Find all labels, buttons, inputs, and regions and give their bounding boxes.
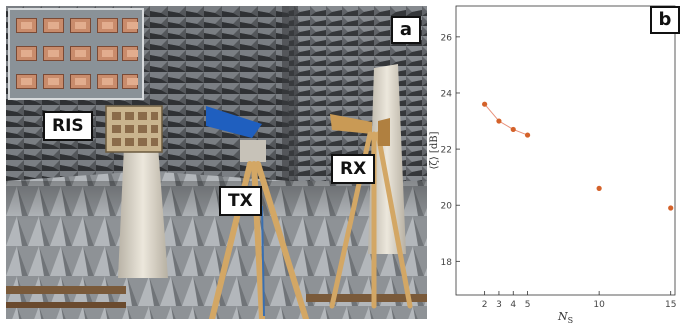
anechoic-chamber-photo (6, 6, 427, 319)
data-points (482, 101, 674, 211)
data-point (510, 126, 516, 133)
y-tick-label: 20 (441, 202, 453, 212)
x-tick-label: 2 (482, 300, 488, 310)
x-tick-label: 4 (510, 300, 516, 310)
ris-label: RIS (43, 111, 93, 141)
y-tick-label: 18 (441, 258, 453, 268)
y-tick-label: 22 (441, 146, 452, 156)
data-point (668, 205, 674, 211)
y-tick-label: 26 (441, 33, 453, 43)
y-axis-label: ⟨ζ⟩ [dB] (429, 131, 440, 169)
data-point (482, 101, 488, 107)
x-tick-label: 15 (665, 300, 676, 310)
photo-panel: RIS TX RX a (6, 6, 427, 319)
plot-frame (455, 5, 676, 296)
series-line (484, 103, 528, 136)
connecting-line (484, 103, 528, 136)
rx-label: RX (331, 154, 376, 184)
x-axis-label: NS (557, 310, 573, 325)
data-point (596, 185, 602, 191)
data-point (496, 118, 502, 124)
x-tick-label: 3 (496, 300, 502, 310)
x-tick-label: 5 (525, 300, 531, 310)
panel-b-letter: b (650, 6, 680, 34)
x-tick-label: 10 (593, 300, 605, 310)
axis-ticks: 18 20 22 24 26 2 3 4 5 10 15 (441, 33, 677, 310)
ris-closeup-inset (8, 8, 144, 100)
tx-label: TX (219, 186, 262, 216)
y-tick-label: 24 (441, 89, 453, 99)
panel-a-letter: a (391, 16, 421, 44)
data-point (524, 132, 531, 138)
